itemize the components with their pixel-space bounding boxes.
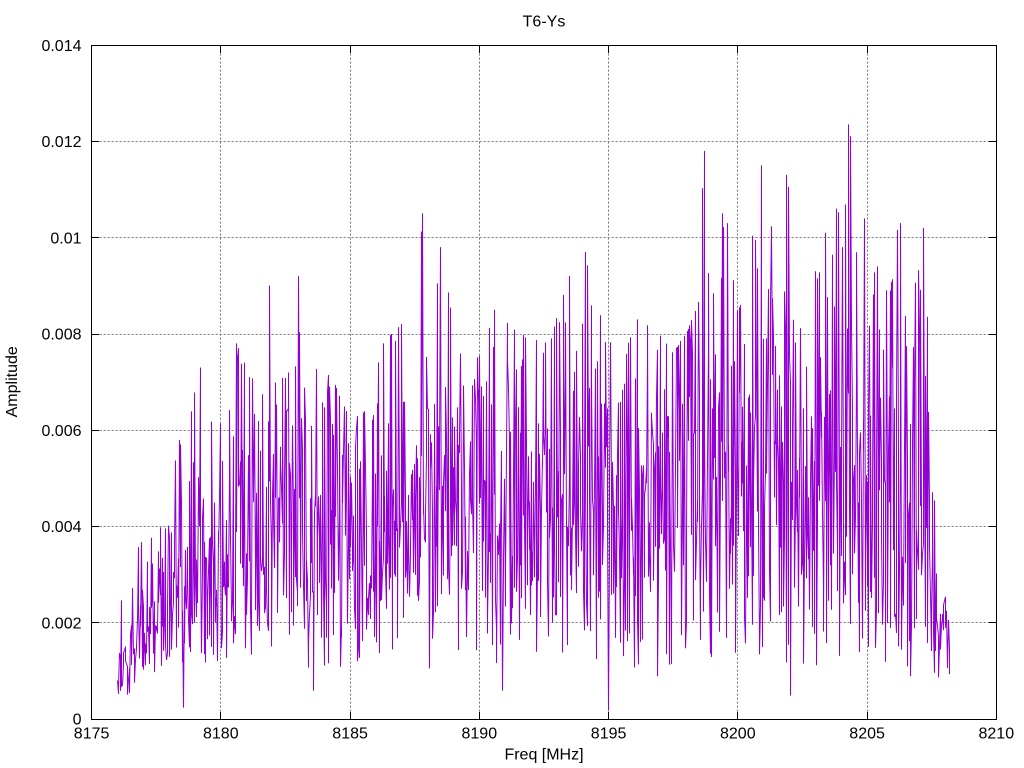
- svg-text:Amplitude: Amplitude: [4, 346, 21, 417]
- svg-text:0.01: 0.01: [50, 230, 81, 247]
- svg-text:0.004: 0.004: [41, 519, 81, 536]
- svg-text:Freq [MHz]: Freq [MHz]: [504, 747, 583, 764]
- svg-text:8190: 8190: [462, 725, 498, 742]
- svg-text:0.006: 0.006: [41, 423, 81, 440]
- svg-text:8185: 8185: [332, 725, 368, 742]
- svg-text:0.012: 0.012: [41, 134, 81, 151]
- svg-text:0.002: 0.002: [41, 615, 81, 632]
- svg-text:8175: 8175: [74, 725, 110, 742]
- svg-text:8205: 8205: [849, 725, 885, 742]
- svg-text:0.014: 0.014: [41, 38, 81, 55]
- svg-text:0: 0: [73, 712, 82, 729]
- svg-text:8210: 8210: [979, 725, 1015, 742]
- svg-text:8195: 8195: [591, 725, 627, 742]
- svg-text:8180: 8180: [203, 725, 239, 742]
- svg-text:0.008: 0.008: [41, 327, 81, 344]
- svg-text:8200: 8200: [720, 725, 756, 742]
- svg-text:T6-Ys: T6-Ys: [523, 14, 566, 31]
